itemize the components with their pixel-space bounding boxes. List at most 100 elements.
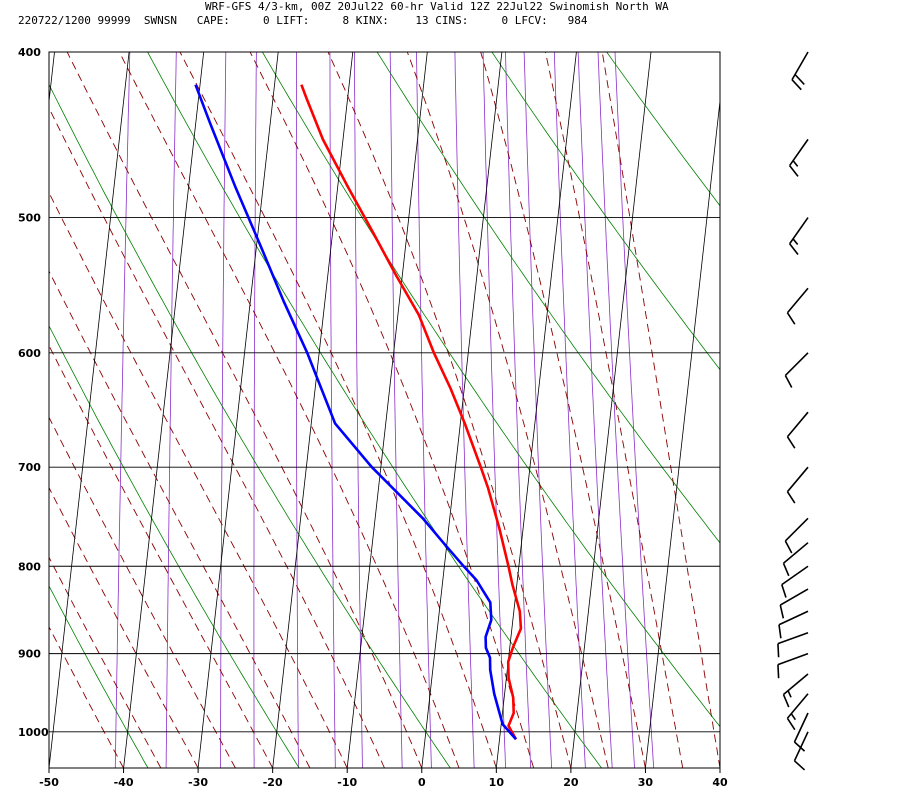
wind-barb-feather — [789, 243, 799, 255]
mixing-ratio-line — [114, 52, 131, 768]
isotherm-line — [197, 52, 279, 768]
wind-barb-feather — [793, 741, 806, 752]
mixing-ratio-line — [577, 52, 613, 768]
mixing-ratio-line — [220, 52, 227, 768]
y-tick-label: 600 — [18, 347, 41, 360]
mixing-ratio-line — [523, 52, 552, 768]
wind-barb-feather — [786, 436, 796, 449]
mixing-ratio-line — [505, 52, 532, 768]
wind-barb-feather — [781, 584, 787, 598]
x-tick-label: -40 — [114, 776, 134, 789]
mixing-ratio-line — [295, 52, 299, 768]
wind-barb-feather — [784, 375, 793, 388]
dry-adiabat-line — [721, 52, 900, 768]
moist-adiabat-line — [49, 625, 124, 768]
plot-area — [49, 52, 900, 768]
y-tick-label: 900 — [18, 648, 41, 661]
wind-barb-half-feather — [792, 238, 799, 246]
moist-adiabat-line — [480, 52, 646, 768]
x-tick-label: -50 — [39, 776, 59, 789]
x-tick-label: -20 — [263, 776, 283, 789]
wind-barb — [782, 542, 809, 577]
x-tick-label: 10 — [489, 776, 505, 789]
isotherm-line — [421, 52, 503, 768]
x-tick-label: 30 — [638, 776, 654, 789]
x-tick-label: 40 — [712, 776, 728, 789]
mixing-ratio-line — [329, 52, 336, 768]
wind-barb-feather — [786, 717, 796, 731]
wind-barb — [781, 565, 809, 598]
wind-barb-staff — [784, 352, 809, 377]
isotherm-line — [645, 97, 720, 768]
moist-adiabat-line — [406, 52, 609, 768]
x-tick-label: 20 — [563, 776, 579, 789]
x-tick-label: 0 — [418, 776, 426, 789]
wind-barb-staff — [782, 673, 809, 696]
wind-barb-column — [777, 51, 809, 771]
wind-barb-staff — [782, 542, 809, 564]
wind-barb-staff — [786, 287, 809, 314]
wind-barb-staff — [777, 631, 809, 645]
wind-barb-staff — [777, 652, 809, 666]
dry-adiabat-line — [836, 52, 900, 768]
wind-barb — [777, 631, 809, 658]
wind-barb-feather — [777, 643, 780, 658]
dry-adiabat-line — [376, 52, 720, 544]
wind-barb-staff — [793, 731, 809, 762]
mixing-ratio-line — [597, 52, 635, 768]
wind-barb-feather — [782, 562, 790, 577]
wind-barb-feather — [786, 312, 796, 325]
wind-barb-half-feather — [787, 690, 792, 698]
x-tick-label: -10 — [337, 776, 357, 789]
dry-adiabat-line — [147, 52, 602, 768]
mixing-ratio-line — [482, 52, 506, 768]
moist-adiabat-line — [49, 270, 311, 768]
mixing-ratio-line — [454, 52, 475, 768]
wind-barb-feather — [789, 165, 799, 177]
wind-barb-staff — [793, 712, 809, 743]
isotherm-line — [795, 52, 875, 768]
dry-adiabat-line — [49, 325, 300, 768]
y-tick-label: 1000 — [18, 726, 49, 739]
wind-barb — [777, 652, 809, 679]
wind-barb-staff — [788, 217, 809, 245]
moist-adiabat-line — [49, 416, 236, 768]
x-tick-label: -30 — [188, 776, 208, 789]
wind-barb-staff — [778, 610, 809, 626]
wind-barb-feather — [786, 491, 796, 504]
moist-adiabat-line — [544, 52, 684, 768]
wind-barb-staff — [779, 588, 809, 606]
y-tick-label: 700 — [18, 461, 41, 474]
wind-barb-feather — [779, 604, 785, 619]
chart-title: WRF-GFS 4/3-km, 00Z 20Jul22 60-hr Valid … — [205, 0, 669, 13]
dry-adiabat-line — [262, 52, 720, 728]
y-tick-label: 400 — [18, 46, 41, 59]
dewpoint-trace — [194, 84, 517, 741]
dry-adiabat-line — [49, 585, 149, 768]
wind-barb-staff — [781, 565, 809, 586]
y-tick-label: 800 — [18, 560, 41, 573]
mixing-ratio-line — [354, 52, 363, 768]
isotherm-line — [495, 52, 577, 768]
mixing-ratio-line — [614, 52, 655, 768]
y-tick-label: 500 — [18, 212, 41, 225]
sounding-indices: 220722/1200 99999 SWNSN CAPE: 0 LIFT: 8 … — [18, 14, 588, 27]
moist-adiabat-line — [49, 191, 348, 768]
wind-barb — [786, 411, 809, 449]
wind-barb-feather — [793, 760, 806, 771]
wind-barb-staff — [784, 517, 809, 542]
wind-barb-feather — [778, 624, 782, 639]
wind-barb — [778, 610, 809, 639]
wind-barb-staff — [788, 138, 809, 167]
wind-barb-staff — [786, 411, 809, 438]
wind-barb-feather — [791, 79, 802, 91]
wind-barb-feather — [794, 73, 805, 86]
temperature-trace — [300, 84, 523, 740]
wind-barb-staff — [791, 51, 809, 81]
isotherm-line — [123, 52, 205, 768]
mixing-ratio-line — [389, 52, 403, 768]
wind-barb — [788, 217, 809, 255]
wind-barb — [786, 287, 809, 325]
moist-adiabat-line — [49, 344, 274, 768]
moist-adiabat-line — [118, 52, 460, 768]
